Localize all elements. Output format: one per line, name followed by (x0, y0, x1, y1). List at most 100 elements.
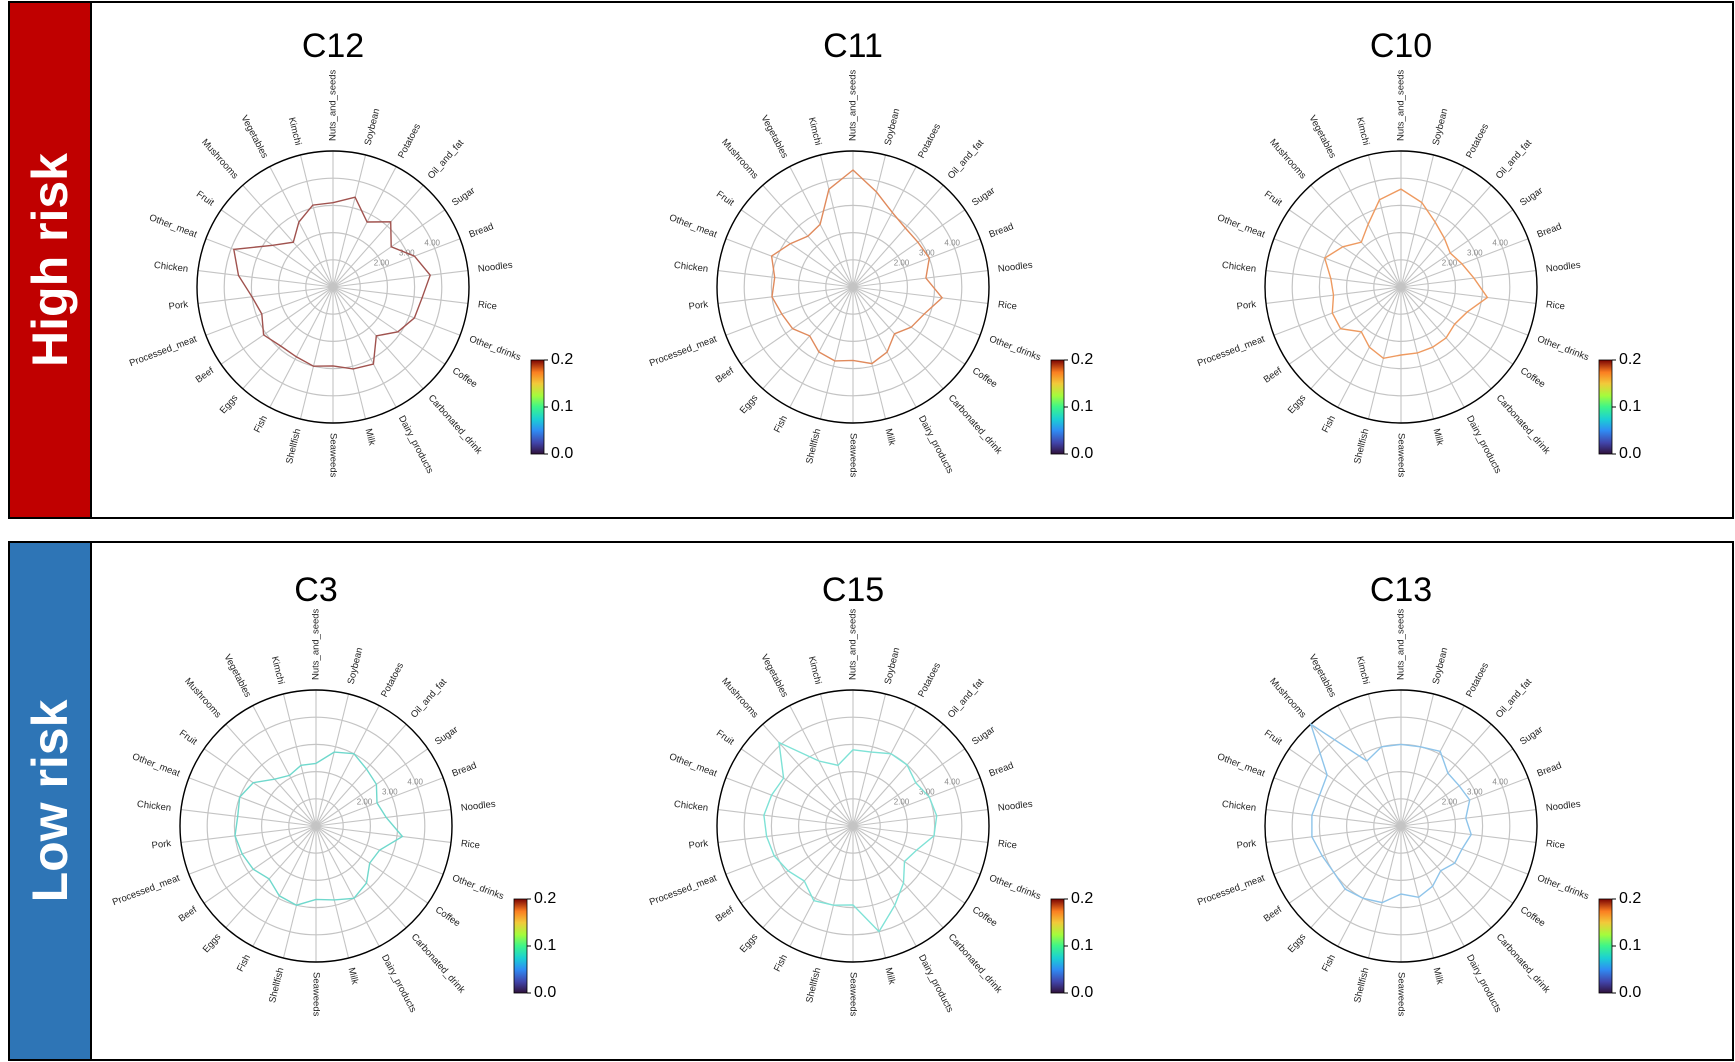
angular-grid-spoke (1400, 777, 1529, 827)
colorbar-tick-label: 0.2 (1071, 351, 1093, 368)
category-label: Carbonated_drink (946, 393, 1004, 457)
angular-grid-spoke (315, 705, 380, 827)
colorbar-tick-label: 0.2 (1071, 890, 1093, 907)
category-label: Vegetables (1306, 652, 1338, 699)
angular-grid-spoke (1400, 209, 1514, 288)
category-label: Mushrooms (719, 676, 760, 721)
category-label: Chicken (673, 260, 708, 275)
angular-grid-spoke (762, 825, 854, 929)
category-label: Fish (1320, 414, 1338, 435)
category-label: Rice (1545, 299, 1565, 312)
angular-grid-spoke (819, 693, 854, 827)
category-label: Coffee (1518, 904, 1547, 929)
angular-grid-spoke (1400, 286, 1514, 365)
category-label: Vegetables (758, 652, 790, 699)
category-label: Sugar (970, 185, 997, 208)
radial-tick-label: 3.00 (382, 787, 398, 796)
angular-grid-spoke (242, 184, 334, 288)
angular-grid-spoke (332, 286, 446, 365)
angular-grid-spoke (852, 270, 989, 288)
radar-chart-c10: 2.00 3.00 4.00 Nuts_and_seeds Soybean Potatoe… (1196, 27, 1641, 478)
angular-grid-spoke (1337, 705, 1402, 827)
category-label: Fish (235, 953, 253, 974)
angular-grid-spoke (852, 286, 887, 420)
angular-grid-spoke (188, 825, 317, 875)
angular-grid-spoke (1273, 825, 1402, 875)
category-label: Fruit (714, 728, 736, 748)
angular-grid-spoke (725, 777, 854, 827)
category-label: Processed_meat (648, 873, 719, 909)
category-label: Bread (451, 760, 479, 779)
angular-grid-spoke (717, 286, 854, 304)
radial-tick-label: 4.00 (944, 778, 960, 787)
angular-grid-spoke (188, 777, 317, 827)
colorbar-tick-label: 0.1 (551, 398, 573, 415)
category-label: Kimchi (806, 116, 824, 146)
category-label: Soybean (883, 107, 903, 146)
category-label: Bread (1536, 760, 1564, 779)
category-label: Other_drinks (468, 334, 523, 364)
angular-grid-spoke (852, 166, 917, 288)
angular-grid-spoke (252, 705, 317, 827)
radial-tick-label: 4.00 (1492, 778, 1508, 787)
angular-grid-spoke (725, 286, 854, 336)
data-series-line (232, 196, 431, 370)
category-label: Kimchi (1354, 655, 1372, 685)
angular-grid-spoke (1400, 270, 1537, 288)
category-label: Pork (688, 299, 709, 312)
category-label: Shellfish (804, 967, 823, 1005)
category-label: Other_meat (131, 751, 182, 779)
angular-grid-spoke (315, 825, 350, 959)
radar-outer-frame (196, 150, 470, 424)
angular-grid-spoke (852, 184, 944, 288)
category-label: Fruit (1262, 728, 1284, 748)
angular-grid-spoke (789, 825, 854, 947)
radial-tick-label: 4.00 (1492, 239, 1508, 248)
angular-grid-spoke (1400, 825, 1529, 875)
category-label: Noodles (1545, 799, 1581, 814)
category-label: Mushrooms (719, 137, 760, 182)
radial-tick-label: 4.00 (424, 239, 440, 248)
angular-grid-spoke (1400, 825, 1514, 904)
category-label: Shellfish (284, 428, 303, 466)
colorbar (1598, 359, 1613, 455)
angular-grid-spoke (315, 748, 429, 827)
colorbar-tick-label: 0.0 (1619, 984, 1641, 1001)
category-label: Milk (346, 967, 361, 986)
colorbar-tick-label: 0.1 (1619, 937, 1641, 954)
angular-grid-spoke (1273, 238, 1402, 288)
category-label: Potatoes (916, 661, 943, 700)
category-label: Mushrooms (199, 137, 240, 182)
angular-grid-spoke (789, 166, 854, 288)
radar-outer-frame (1264, 150, 1538, 424)
category-label: Fruit (177, 728, 199, 748)
category-label: Dairy_products (1464, 414, 1504, 476)
angular-grid-spoke (1400, 748, 1514, 827)
chart-title: C15 (822, 571, 884, 609)
category-label: Rice (477, 299, 497, 312)
data-series-line (1323, 188, 1489, 360)
angular-grid-spoke (1265, 825, 1402, 843)
category-label: Fish (1320, 953, 1338, 974)
angular-grid-spoke (819, 825, 854, 959)
colorbar-tick-label: 0.2 (551, 351, 573, 368)
angular-grid-spoke (1400, 286, 1529, 336)
category-label: Sugar (1518, 185, 1545, 208)
data-series-line (763, 741, 938, 933)
low-risk-strip: Low risk (10, 543, 92, 1059)
angular-grid-spoke (332, 154, 367, 288)
angular-grid-spoke (852, 825, 887, 959)
category-label: Mushrooms (1267, 676, 1308, 721)
radar-outer-frame (716, 150, 990, 424)
angular-grid-spoke (740, 748, 854, 827)
angular-grid-spoke (332, 286, 367, 420)
angular-grid-spoke (220, 286, 334, 365)
angular-grid-spoke (1288, 825, 1402, 904)
angular-grid-spoke (1273, 777, 1402, 827)
category-label: Pork (1236, 299, 1257, 312)
category-label: Seaweeds (847, 972, 858, 1017)
chart-title: C10 (1370, 27, 1432, 65)
angular-grid-spoke (1337, 166, 1402, 288)
category-label: Eggs (218, 392, 241, 416)
category-label: Sugar (433, 724, 460, 747)
